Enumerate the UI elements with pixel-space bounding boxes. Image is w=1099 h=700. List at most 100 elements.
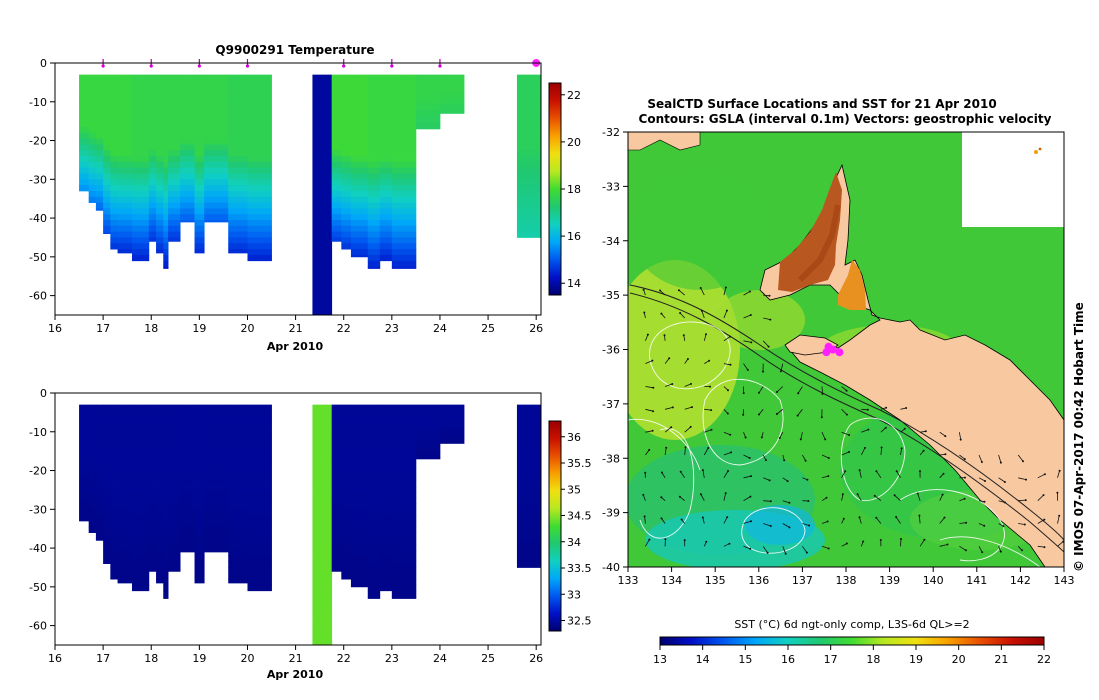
sst-map-panel: SealCTD Surface Locations and SST for 21…	[602, 97, 1086, 666]
salt-cell-20	[367, 584, 381, 592]
salt-cell-18	[341, 474, 352, 481]
salt-cell-18	[341, 520, 352, 528]
temp-cell-15	[247, 167, 272, 174]
temp-cell-9	[163, 86, 169, 93]
salt-cell-21	[379, 509, 393, 516]
temp-cell-8	[156, 161, 164, 169]
temp-cell-19	[350, 138, 369, 145]
temp-cell-15	[247, 220, 272, 227]
temp-cell-17	[331, 190, 342, 198]
salt-cell-12	[194, 491, 205, 499]
salt-cell-13	[204, 468, 229, 475]
temp-cell-7	[148, 225, 157, 233]
salt-cell-15	[247, 486, 272, 493]
salt-cell-3	[103, 538, 111, 545]
salt-cell-6	[131, 410, 150, 417]
velocity-vector-head	[805, 551, 808, 554]
salt-cell-11	[180, 404, 195, 411]
temp-xtick-label: 17	[96, 322, 110, 335]
temp-cell-19	[350, 109, 369, 116]
temp-cell-16	[312, 266, 333, 273]
temp-cell-14	[228, 80, 248, 87]
salt-cell-2	[95, 486, 104, 493]
temp-cell-15	[247, 214, 272, 221]
temp-cell-22	[391, 179, 417, 186]
salt-cell-4	[110, 491, 118, 499]
temp-cell-16	[312, 243, 333, 250]
temp-xtick-label: 25	[481, 322, 495, 335]
temp-cell-10	[168, 190, 181, 198]
salt-cell-16	[312, 590, 333, 597]
temp-cell-19	[350, 173, 369, 180]
temp-cell-1	[88, 185, 97, 192]
temp-cell-17	[331, 92, 342, 99]
temp-cell-25	[516, 97, 542, 105]
salt-cell-17	[331, 503, 342, 510]
temp-cell-14	[228, 144, 248, 151]
temp-cell-7	[148, 202, 157, 209]
temp-cell-21	[379, 161, 393, 169]
velocity-vector	[917, 493, 921, 501]
salt-cell-12	[194, 561, 205, 568]
salt-cell-7	[148, 526, 157, 533]
velocity-vector-head	[924, 430, 927, 433]
temp-cell-2	[95, 196, 104, 203]
salt-cell-23	[415, 456, 441, 460]
salt-cell-8	[156, 486, 164, 493]
temp-cell-19	[350, 115, 369, 122]
temp-cell-24	[439, 80, 465, 87]
velocity-vector-head	[699, 493, 702, 496]
velocity-vector	[919, 539, 925, 547]
salt-cell-7	[148, 439, 157, 446]
temp-cell-16	[312, 150, 333, 157]
salt-cell-13	[204, 550, 229, 553]
salt-cb-label: 33	[567, 588, 581, 601]
salt-cell-12	[194, 451, 205, 458]
velocity-vector-head	[742, 392, 745, 395]
temp-cell-6	[131, 138, 150, 145]
salinity-cells	[79, 404, 542, 646]
temp-cell-13	[204, 138, 229, 145]
velocity-vector-head	[943, 516, 946, 519]
temp-cell-13	[204, 220, 229, 223]
salt-cell-5	[117, 445, 133, 452]
temp-cell-1	[88, 109, 97, 116]
salt-cell-15	[247, 509, 272, 516]
salt-cell-20	[367, 480, 381, 487]
temp-cell-2	[95, 144, 104, 151]
temp-cell-1	[88, 144, 97, 151]
temp-cell-19	[350, 190, 369, 198]
salt-cell-9	[163, 451, 169, 458]
temp-cell-20	[367, 266, 381, 269]
temp-cell-0	[79, 74, 90, 81]
temp-cell-7	[148, 196, 157, 203]
temp-cell-22	[391, 225, 417, 233]
temp-cell-14	[228, 115, 248, 122]
salt-cell-2	[95, 509, 104, 516]
temp-cell-25	[516, 144, 542, 151]
salt-cell-24	[439, 422, 465, 429]
salt-cell-16	[312, 422, 333, 429]
velocity-vector-head	[999, 550, 1002, 553]
temp-cell-9	[163, 237, 169, 244]
temp-cell-20	[367, 150, 381, 157]
salinity-colorbar-ramp	[548, 420, 562, 632]
salt-cell-1	[88, 445, 97, 452]
salt-cell-10	[168, 561, 181, 568]
salt-cell-10	[168, 456, 181, 464]
temp-cell-11	[180, 150, 195, 157]
velocity-vector-head	[858, 516, 861, 519]
temp-cell-5	[117, 208, 133, 215]
salt-cell-13	[204, 474, 229, 481]
salt-cell-25	[516, 439, 542, 446]
salt-cell-2	[95, 526, 104, 533]
salt-cell-21	[379, 445, 393, 452]
salt-cell-16	[312, 619, 333, 627]
temp-cell-18	[341, 115, 352, 122]
temp-cell-21	[379, 220, 393, 227]
salt-cell-5	[117, 491, 133, 499]
salt-cell-13	[204, 515, 229, 522]
salt-cell-20	[367, 451, 381, 458]
salt-cell-19	[350, 491, 369, 499]
temp-cell-3	[103, 80, 111, 87]
